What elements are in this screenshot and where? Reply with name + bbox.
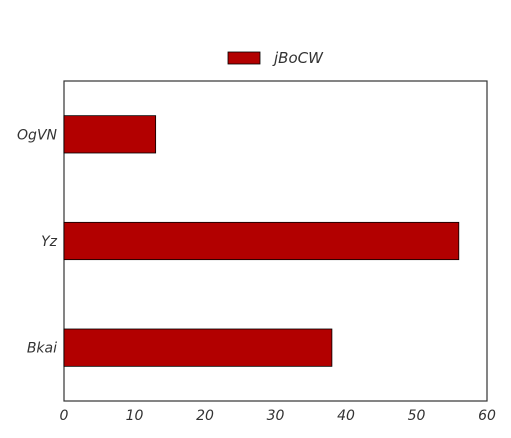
y-tick-label-yz: Yz [41,234,58,250]
x-tick-label-60: 60 [478,408,496,424]
x-tick-label-0: 0 [60,408,69,424]
x-tick-label-40: 40 [337,408,355,424]
bar-ogvn [63,115,157,154]
y-tick-label-ogvn: OgVN [17,127,57,143]
bars-group [63,115,460,367]
x-tick-label-50: 50 [408,408,426,424]
y-axis: OgVN Yz Bkai [17,127,58,356]
x-tick-label-30: 30 [267,408,285,424]
x-tick-label-10: 10 [126,408,144,424]
bar-bkai [63,328,333,367]
x-tick-label-20: 20 [196,408,214,424]
legend: jBoCW [227,49,324,67]
x-axis: 0 10 20 30 40 50 60 [60,408,496,424]
legend-swatch [227,51,261,65]
bar-yz [63,221,460,261]
legend-label: jBoCW [272,49,324,67]
y-tick-label-bkai: Bkai [27,341,57,357]
